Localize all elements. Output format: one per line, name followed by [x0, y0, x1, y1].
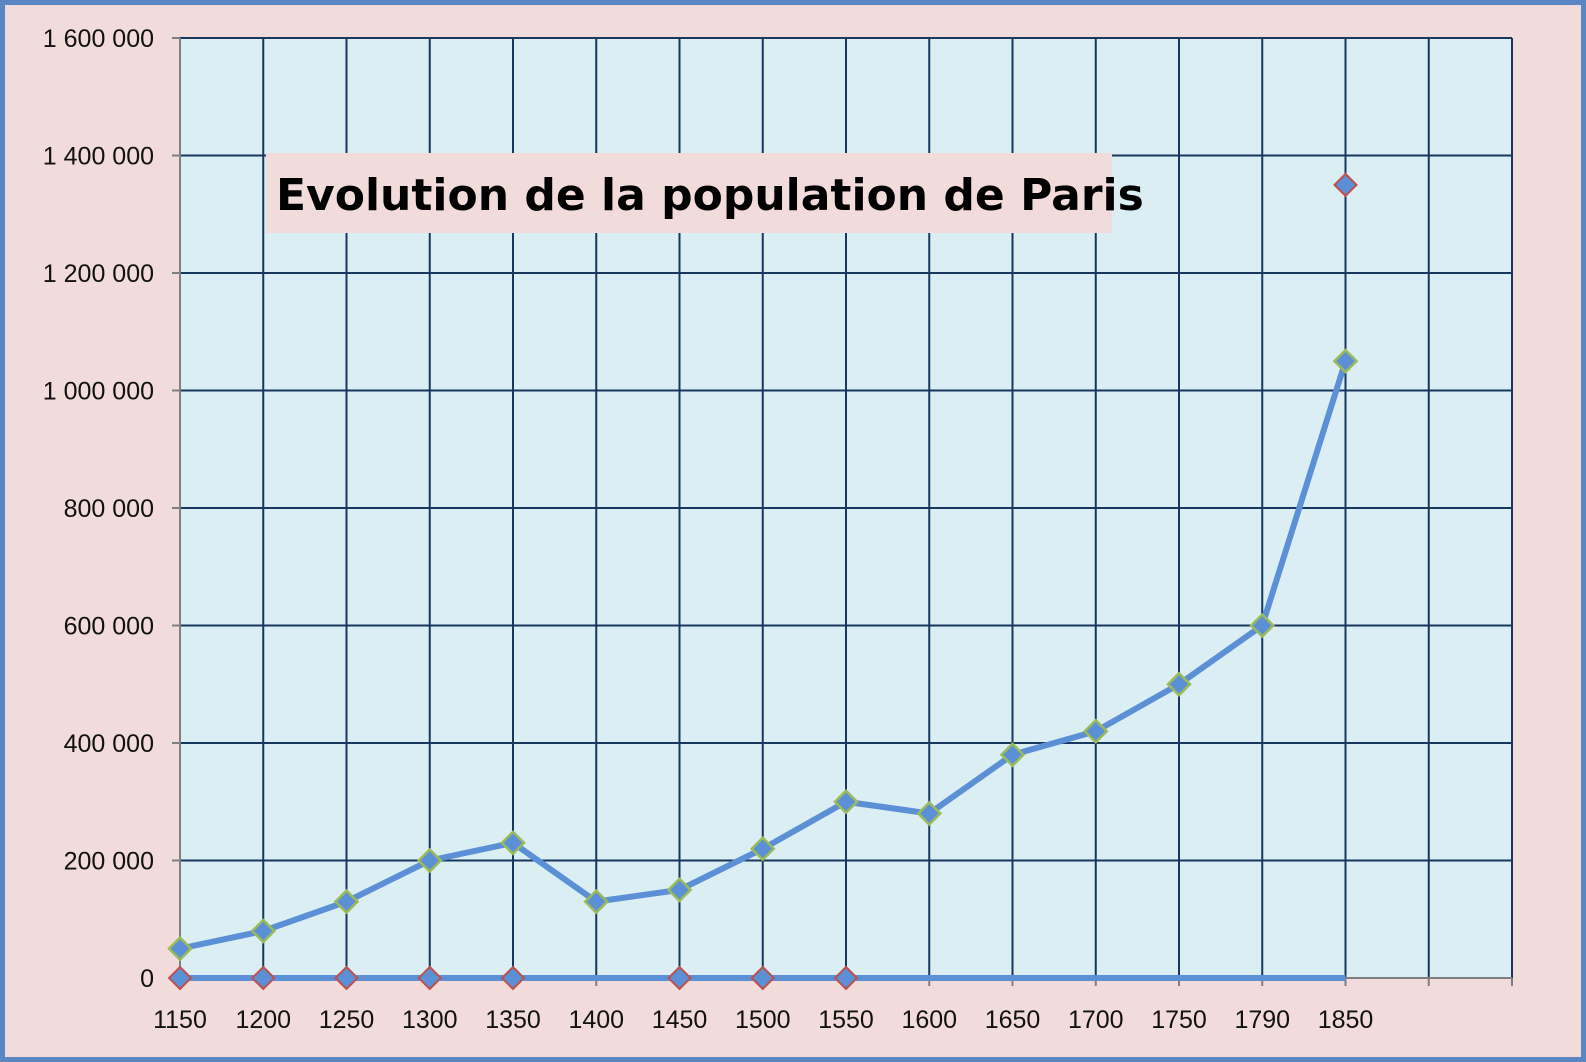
- chart-title-box: Evolution de la population de Paris: [266, 153, 1144, 233]
- x-tick-label: 1300: [402, 1006, 458, 1034]
- x-tick-label: 1150: [153, 1006, 207, 1034]
- x-tick-label: 1600: [901, 1006, 957, 1034]
- x-tick-label: 1450: [652, 1006, 708, 1034]
- y-tick-label: 1 400 000: [43, 143, 154, 171]
- series-2-point: [167, 965, 193, 991]
- series-1-point: [833, 788, 859, 815]
- series-1-point: [333, 888, 360, 915]
- series-1-point: [1166, 671, 1192, 698]
- x-tick-label: 1400: [568, 1006, 624, 1034]
- series-2-point: [334, 965, 359, 991]
- x-tick-label: 1700: [1068, 1006, 1124, 1034]
- series-1-point: [1249, 612, 1276, 639]
- x-tick-label: 1200: [235, 1006, 291, 1034]
- series-1-point: [999, 741, 1026, 768]
- x-tick-label: 1650: [985, 1006, 1041, 1034]
- y-tick-label: 0: [140, 965, 154, 993]
- x-tick-label: 1250: [319, 1006, 375, 1034]
- series-1-point: [167, 935, 193, 962]
- series-2-point: [250, 965, 276, 991]
- x-tick-label: 1850: [1318, 1006, 1374, 1034]
- y-tick-label: 600 000: [64, 613, 154, 641]
- series-group: [167, 172, 1359, 991]
- series-1-point: [416, 847, 443, 874]
- series-2-point: [417, 965, 443, 991]
- y-tick-label: 1 000 000: [43, 378, 154, 406]
- x-tick-label: 1500: [735, 1006, 791, 1034]
- x-tick-label: 1350: [485, 1006, 541, 1034]
- series-1-point: [250, 918, 277, 944]
- series-1-point: [1332, 348, 1359, 374]
- chart-title: Evolution de la population de Paris: [276, 170, 1144, 221]
- series-1-point: [916, 800, 943, 827]
- series-2-point: [1333, 172, 1358, 198]
- y-tick-label: 1 200 000: [43, 260, 154, 288]
- series-1-point: [749, 835, 776, 862]
- series-2-point: [750, 965, 776, 991]
- series-1-point: [583, 888, 610, 915]
- series-2-point: [667, 965, 692, 991]
- x-axis-ticks: 1150 1200 1250 1300 1350 1400 1450 1500 1550 1600…: [153, 978, 1513, 1034]
- series-1-point: [500, 830, 526, 856]
- y-tick-label: 800 000: [64, 495, 154, 523]
- series-2-point: [500, 965, 526, 991]
- y-tick-label: 400 000: [64, 730, 154, 758]
- y-axis-ticks: 0 200 000 400 000 600 000 800 000 1 000 000 1 …: [43, 25, 180, 993]
- y-tick-label: 1 600 000: [43, 25, 154, 53]
- series-1-point: [1082, 718, 1109, 745]
- series-2-point: [833, 965, 859, 991]
- chart-title-background: [266, 153, 1112, 233]
- x-tick-label: 1750: [1151, 1006, 1207, 1034]
- series-1-point: [666, 877, 693, 903]
- y-tick-label: 200 000: [64, 848, 154, 876]
- x-tick-label: 1550: [818, 1006, 874, 1034]
- x-tick-label: 1790: [1234, 1006, 1290, 1034]
